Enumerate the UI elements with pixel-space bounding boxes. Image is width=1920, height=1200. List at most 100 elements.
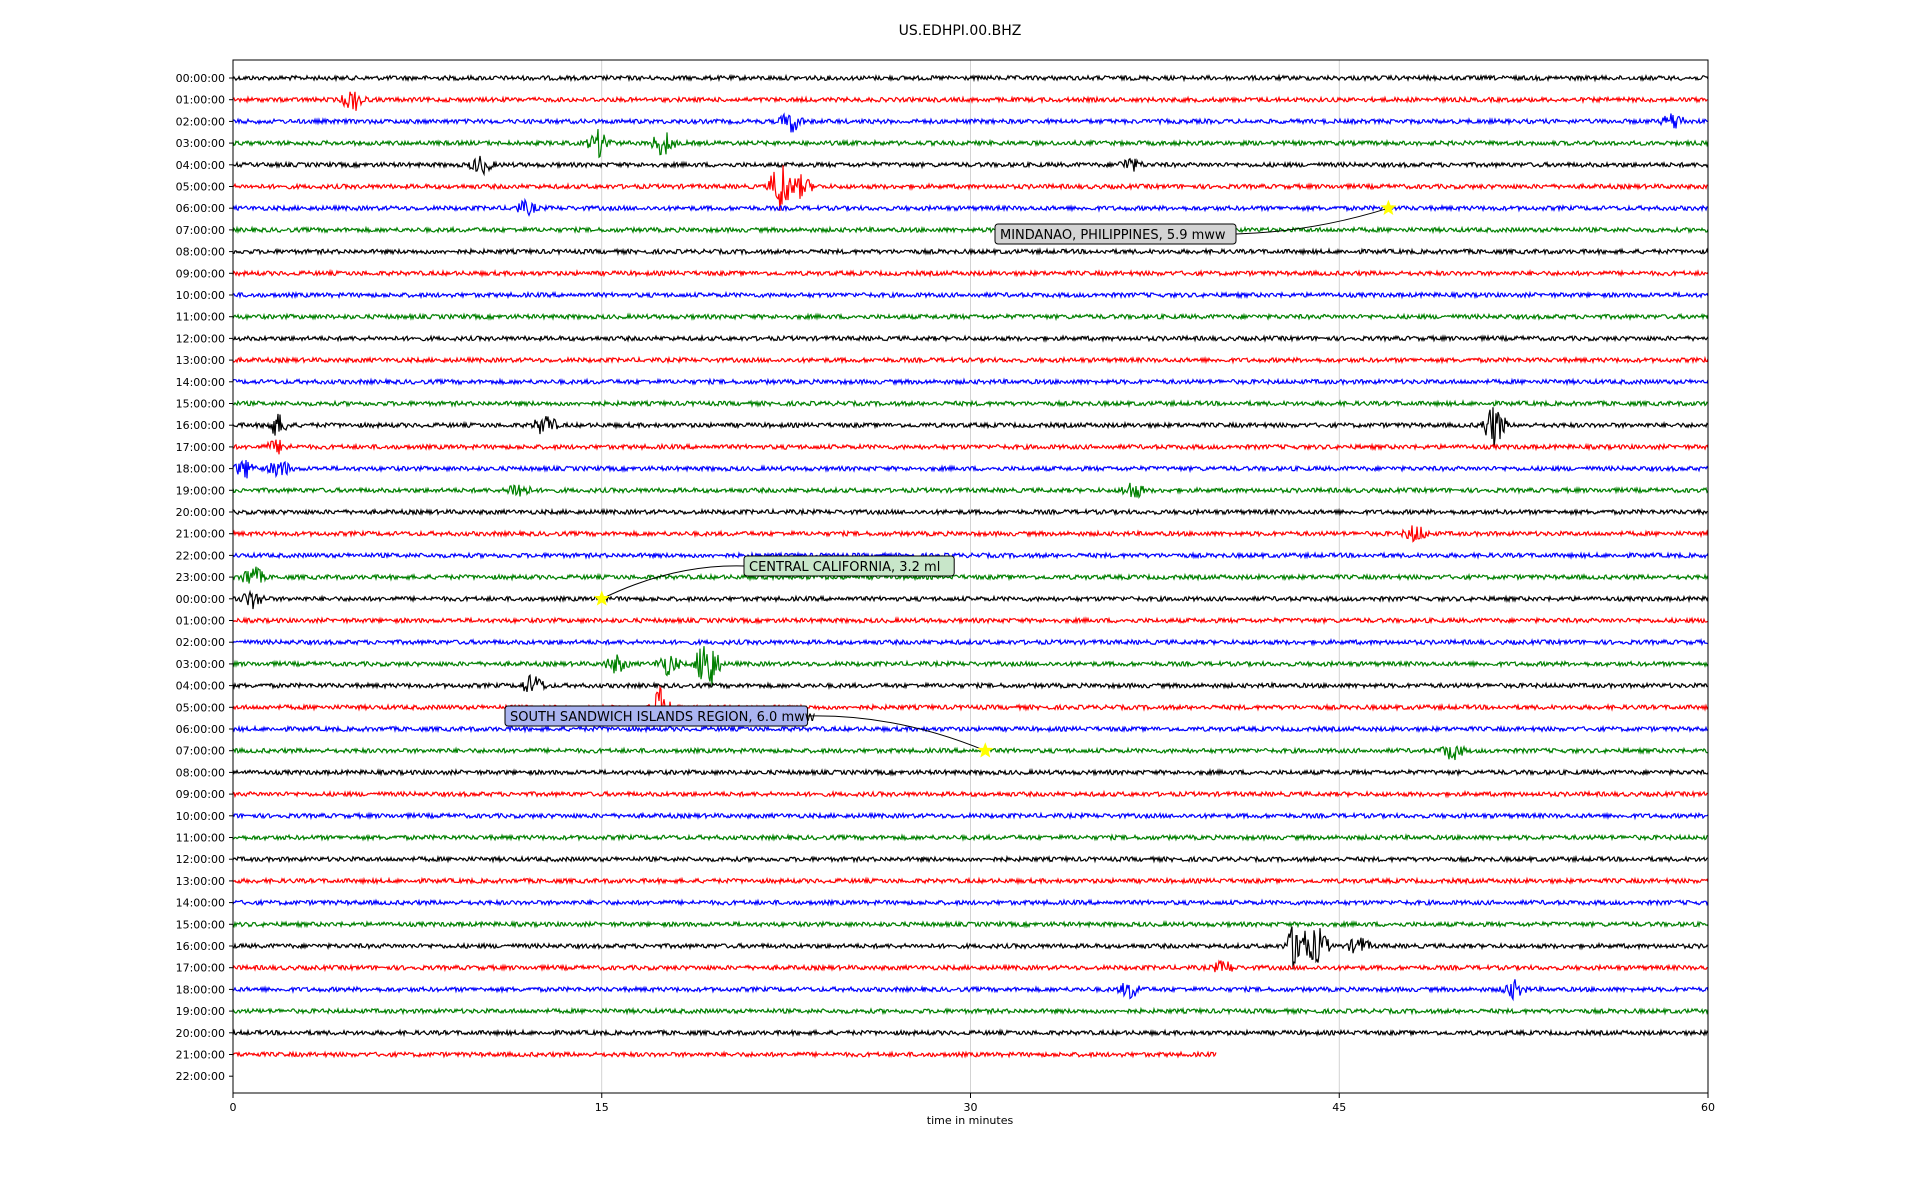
row-time-label: 06:00:00 bbox=[176, 723, 225, 736]
seismic-trace bbox=[232, 482, 1709, 499]
row-time-label: 10:00:00 bbox=[176, 810, 225, 823]
row-time-label: 04:00:00 bbox=[176, 680, 225, 693]
event-label: SOUTH SANDWICH ISLANDS REGION, 6.0 mww bbox=[510, 710, 816, 725]
annotation-box bbox=[994, 223, 1237, 245]
row-time-label: 13:00:00 bbox=[176, 354, 225, 367]
seismic-trace bbox=[232, 165, 1709, 211]
seismic-trace bbox=[232, 616, 1709, 625]
row-time-label: 22:00:00 bbox=[176, 1070, 225, 1083]
seismic-trace bbox=[232, 525, 1709, 543]
row-time-labels: 00:00:00 01:00:00 02:00:00 03:00:00 04:00:00… bbox=[176, 72, 233, 1083]
seismic-trace bbox=[232, 789, 1709, 799]
seismic-trace bbox=[232, 685, 1709, 727]
seismic-trace bbox=[232, 247, 1709, 257]
event-annotation: SOUTH SANDWICH ISLANDS REGION, 6.0 mww bbox=[504, 705, 994, 758]
row-time-label: 00:00:00 bbox=[176, 72, 225, 85]
row-time-label: 14:00:00 bbox=[176, 897, 225, 910]
seismic-trace bbox=[232, 155, 1709, 177]
row-time-label: 23:00:00 bbox=[176, 571, 225, 584]
event-annotation: MINDANAO, PHILIPPINES, 5.9 mww bbox=[994, 199, 1397, 245]
row-time-label: 08:00:00 bbox=[176, 766, 225, 779]
seismic-trace bbox=[232, 833, 1709, 842]
row-time-label: 18:00:00 bbox=[176, 983, 225, 996]
event-label: MINDANAO, PHILIPPINES, 5.9 mww bbox=[1000, 228, 1226, 243]
event-star-marker bbox=[593, 590, 610, 606]
annotation-box bbox=[743, 555, 955, 577]
annotation-box bbox=[504, 705, 809, 727]
seismic-trace bbox=[232, 407, 1709, 448]
seismic-trace bbox=[232, 225, 1709, 235]
seismic-trace bbox=[232, 854, 1709, 864]
seismic-trace bbox=[232, 1028, 1709, 1038]
row-time-label: 12:00:00 bbox=[176, 853, 225, 866]
seismic-trace bbox=[232, 876, 1709, 886]
row-time-label: 09:00:00 bbox=[176, 788, 225, 801]
annotation-connector bbox=[601, 565, 745, 600]
row-time-label: 21:00:00 bbox=[176, 1049, 225, 1062]
row-time-label: 02:00:00 bbox=[176, 115, 225, 128]
row-time-label: 01:00:00 bbox=[176, 615, 225, 628]
seismic-trace bbox=[232, 399, 1709, 408]
row-time-label: 07:00:00 bbox=[176, 224, 225, 237]
row-time-label: 06:00:00 bbox=[176, 202, 225, 215]
seismic-trace bbox=[232, 507, 1709, 517]
seismic-trace bbox=[232, 744, 1709, 761]
row-time-label: 04:00:00 bbox=[176, 159, 225, 172]
row-time-label: 01:00:00 bbox=[176, 94, 225, 107]
x-tick-label: 45 bbox=[1332, 1101, 1346, 1114]
event-label: CENTRAL CALIFORNIA, 3.2 ml bbox=[749, 560, 940, 575]
row-time-label: 21:00:00 bbox=[176, 528, 225, 541]
row-time-label: 05:00:00 bbox=[176, 181, 225, 194]
seismic-trace bbox=[232, 355, 1709, 365]
event-star-marker bbox=[1380, 199, 1397, 216]
row-time-label: 05:00:00 bbox=[176, 701, 225, 714]
x-tick-label: 60 bbox=[1701, 1101, 1715, 1114]
seismic-trace bbox=[232, 926, 1709, 970]
seismic-trace bbox=[232, 268, 1709, 278]
seismic-trace bbox=[232, 811, 1709, 821]
seismic-trace bbox=[232, 637, 1709, 647]
x-tick-label: 15 bbox=[595, 1101, 609, 1114]
event-star-marker bbox=[977, 742, 994, 758]
seismic-trace bbox=[232, 646, 1709, 686]
chart-title: US.EDHPI.00.BHZ bbox=[899, 23, 1022, 39]
x-axis-label: time in minutes bbox=[927, 1114, 1014, 1127]
row-time-label: 02:00:00 bbox=[176, 636, 225, 649]
seismic-trace bbox=[232, 673, 1709, 693]
row-time-label: 19:00:00 bbox=[176, 484, 225, 497]
row-time-label: 07:00:00 bbox=[176, 745, 225, 758]
seismic-trace bbox=[232, 1050, 1217, 1059]
seismic-trace bbox=[232, 112, 1709, 133]
event-annotations: MINDANAO, PHILIPPINES, 5.9 mww CENTRAL CA… bbox=[504, 199, 1397, 758]
seismic-trace bbox=[232, 589, 1709, 610]
seismic-traces bbox=[232, 73, 1709, 1059]
row-time-label: 00:00:00 bbox=[176, 593, 225, 606]
x-tick-label: 0 bbox=[230, 1101, 237, 1114]
x-tick-label: 30 bbox=[964, 1101, 978, 1114]
row-time-label: 20:00:00 bbox=[176, 506, 225, 519]
plot-frame bbox=[232, 59, 1709, 1094]
seismic-trace bbox=[232, 334, 1709, 343]
row-time-label: 12:00:00 bbox=[176, 332, 225, 345]
seismic-trace bbox=[232, 551, 1709, 560]
row-time-label: 22:00:00 bbox=[176, 549, 225, 562]
row-time-label: 17:00:00 bbox=[176, 441, 225, 454]
seismic-trace bbox=[232, 129, 1709, 159]
seismic-trace bbox=[232, 566, 1709, 584]
seismic-trace bbox=[232, 919, 1709, 929]
seismic-trace bbox=[232, 91, 1708, 111]
seismic-trace bbox=[232, 459, 1709, 479]
seismic-trace bbox=[232, 290, 1709, 300]
row-time-label: 13:00:00 bbox=[176, 875, 225, 888]
seismic-trace bbox=[232, 312, 1709, 322]
seismic-trace bbox=[232, 73, 1709, 83]
row-time-label: 16:00:00 bbox=[176, 940, 225, 953]
seismic-trace bbox=[232, 439, 1709, 455]
seismic-trace bbox=[232, 979, 1709, 1002]
row-time-label: 15:00:00 bbox=[176, 918, 225, 931]
row-time-label: 14:00:00 bbox=[176, 376, 225, 389]
row-time-label: 09:00:00 bbox=[176, 267, 225, 280]
event-annotation: CENTRAL CALIFORNIA, 3.2 ml bbox=[593, 555, 955, 606]
row-time-label: 03:00:00 bbox=[176, 137, 225, 150]
